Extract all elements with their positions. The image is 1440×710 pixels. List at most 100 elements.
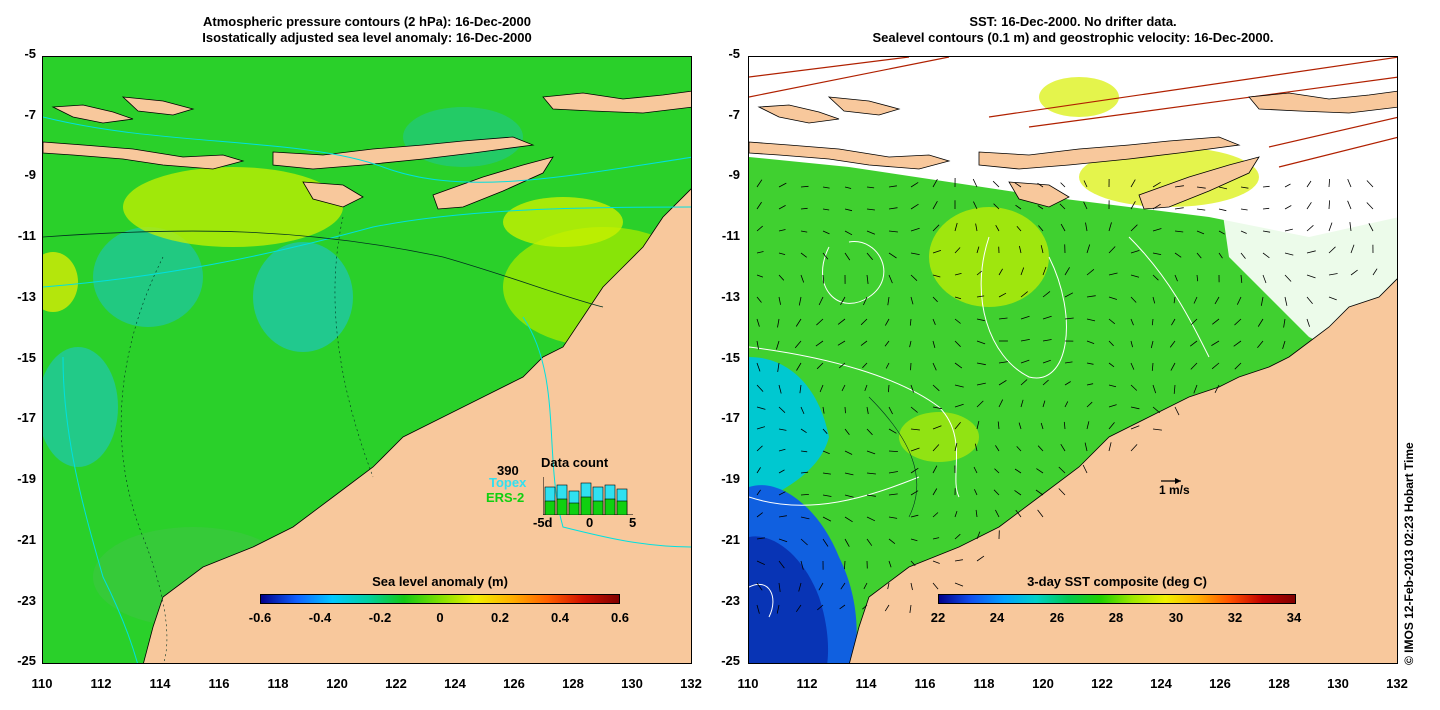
velocity-arrow: [1130, 340, 1133, 348]
right-ytick: -25: [721, 653, 740, 668]
velocity-arrow: [866, 538, 873, 546]
velocity-arrow: [1211, 362, 1220, 370]
velocity-arrow: [1151, 318, 1154, 326]
ers2-count-bar: [604, 498, 616, 515]
velocity-arrow: [799, 384, 802, 394]
right-ytick: -11: [721, 228, 740, 243]
velocity-arrow: [756, 489, 761, 496]
velocity-arrow: [822, 274, 825, 284]
velocity-arrow: [860, 318, 868, 326]
velocity-arrow: [862, 362, 868, 369]
velocity-arrow: [1086, 295, 1096, 298]
velocity-arrow: [844, 186, 852, 189]
right-title-line2: Sealevel contours (0.1 m) and geostrophi…: [872, 30, 1274, 45]
velocity-arrow: [1284, 228, 1293, 232]
velocity-arrow: [888, 428, 897, 434]
velocity-arrow: [1366, 180, 1374, 188]
velocity-arrow: [778, 491, 786, 496]
velocity-arrow: [910, 514, 919, 518]
right-colorbar-tick: 30: [1168, 610, 1184, 625]
velocity-arrow: [822, 252, 829, 260]
velocity-arrow: [910, 274, 918, 281]
velocity-arrow: [778, 182, 787, 188]
velocity-arrow: [975, 223, 978, 232]
velocity-arrow: [910, 182, 919, 188]
velocity-arrow: [756, 201, 762, 210]
velocity-arrow: [1174, 406, 1180, 416]
velocity-arrow: [1349, 222, 1352, 232]
velocity-arrow: [798, 296, 802, 306]
right-xtick: 130: [1327, 676, 1349, 691]
velocity-arrow: [1042, 339, 1052, 342]
right-ytick: -13: [721, 289, 740, 304]
velocity-arrow: [1037, 509, 1044, 518]
velocity-arrow: [1086, 383, 1094, 386]
velocity-arrow: [778, 296, 781, 305]
velocity-arrow: [1086, 421, 1090, 430]
left-xtick: 130: [621, 676, 643, 691]
velocity-arrow: [844, 252, 851, 261]
velocity-arrow: [798, 582, 802, 592]
velocity-arrow: [1173, 384, 1176, 394]
velocity-arrow: [1086, 340, 1095, 344]
velocity-arrow: [776, 340, 780, 350]
velocity-arrow: [815, 340, 824, 347]
velocity-arrow: [778, 582, 781, 592]
sea-level-anomaly-map: Data count 390 Topex ERS-2 -5d 0 5: [42, 56, 692, 664]
velocity-arrow: [888, 560, 892, 568]
left-ytick: -7: [24, 107, 36, 122]
velocity-arrow: [1108, 318, 1116, 325]
velocity-arrow: [819, 384, 824, 393]
velocity-arrow: [1059, 203, 1066, 210]
velocity-arrow: [1016, 446, 1022, 452]
velocity-arrow: [974, 443, 978, 452]
velocity-arrow: [756, 604, 760, 614]
velocity-arrow: [1084, 442, 1088, 452]
data-count-max: 390: [497, 463, 519, 478]
right-xtick: 132: [1386, 676, 1408, 691]
velocity-arrow: [1014, 182, 1022, 188]
velocity-arrow: [816, 362, 824, 370]
left-xtick: 120: [326, 676, 348, 691]
velocity-arrow: [954, 403, 964, 408]
velocity-arrow: [1130, 224, 1138, 232]
velocity-arrow: [1015, 509, 1022, 518]
velocity-arrow: [1366, 202, 1374, 210]
velocity-arrow: [756, 582, 763, 591]
velocity-arrow: [910, 406, 918, 413]
velocity-arrow: [1014, 490, 1022, 496]
velocity-arrow: [866, 472, 876, 475]
velocity-arrow: [976, 362, 986, 366]
velocity-arrow: [910, 582, 913, 591]
left-xtick: 114: [149, 676, 171, 691]
velocity-arrow: [822, 494, 832, 497]
velocity-arrow: [1257, 318, 1264, 327]
velocity-arrow: [1108, 362, 1115, 368]
left-ytick: -17: [17, 410, 36, 425]
velocity-arrow: [1152, 252, 1162, 255]
velocity-arrow: [1350, 269, 1358, 276]
velocity-arrow: [1169, 340, 1176, 348]
left-colorbar-title: Sea level anomaly (m): [372, 574, 508, 589]
velocity-arrow: [888, 384, 890, 393]
velocity-arrow: [756, 426, 766, 430]
velocity-arrow: [778, 229, 786, 232]
velocity-arrow: [954, 340, 961, 347]
velocity-arrow: [862, 604, 868, 610]
velocity-arrow: [756, 512, 763, 518]
velocity-arrow: [1196, 230, 1205, 235]
velocity-arrow: [822, 428, 828, 434]
velocity-arrow: [910, 538, 918, 542]
velocity-arrow: [1306, 180, 1312, 188]
velocity-arrow: [1042, 266, 1047, 276]
velocity-arrow: [995, 445, 1000, 452]
velocity-arrow: [1040, 422, 1044, 430]
velocity-arrow: [838, 362, 846, 369]
velocity-arrow: [954, 362, 963, 369]
velocity-arrow: [1108, 246, 1116, 254]
sst-map: 1 m/s: [748, 56, 1398, 664]
velocity-arrow: [1328, 273, 1338, 276]
right-colorbar-tick: 32: [1227, 610, 1243, 625]
left-ytick: -23: [17, 593, 36, 608]
velocity-arrow: [888, 252, 897, 259]
